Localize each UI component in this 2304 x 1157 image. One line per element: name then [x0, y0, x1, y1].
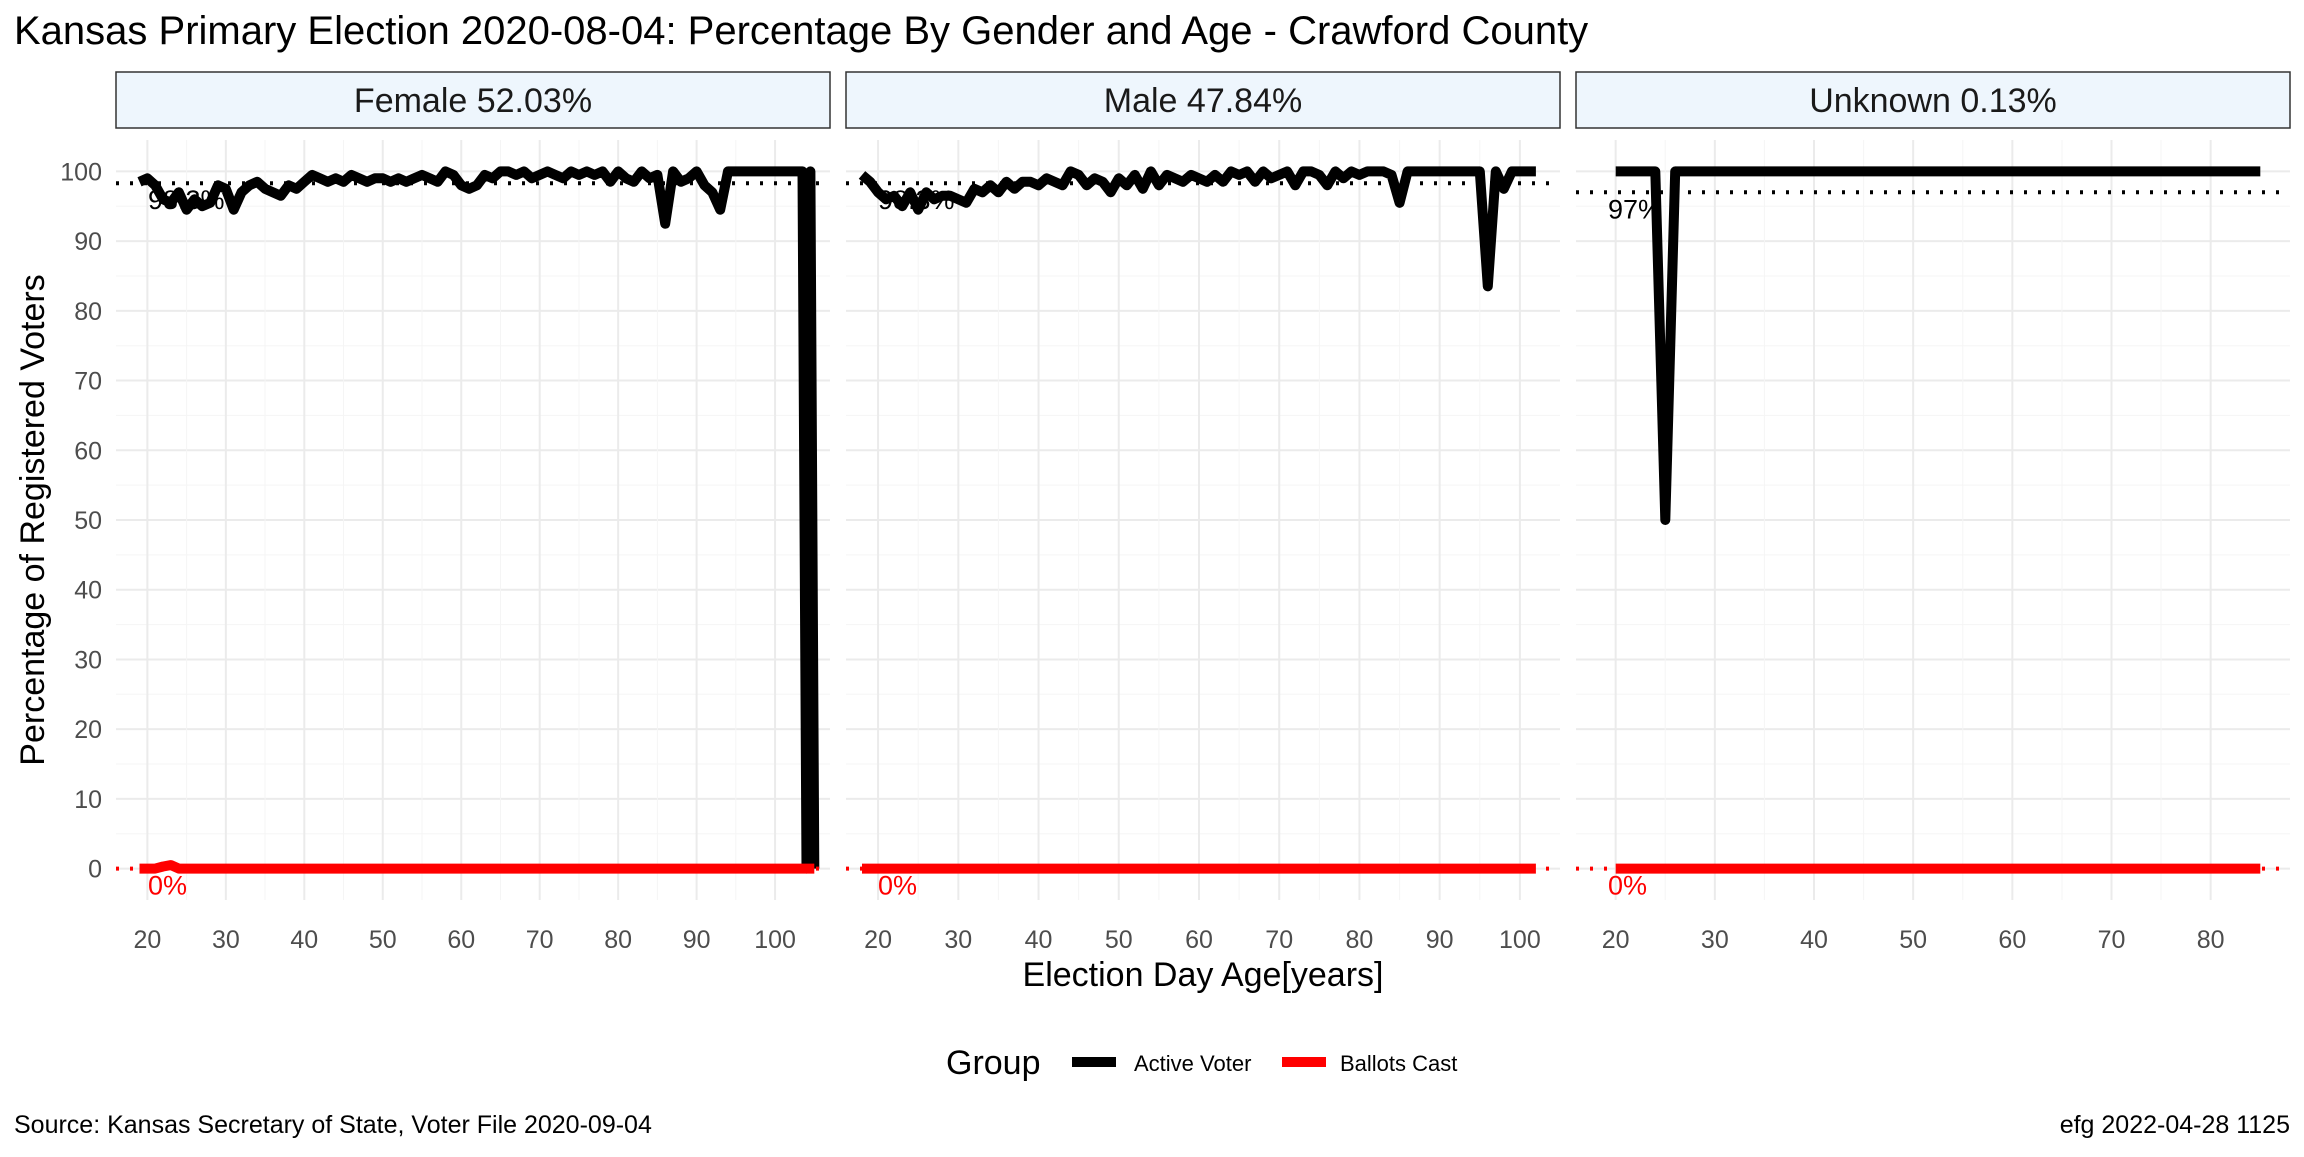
y-tick-label: 70	[74, 368, 102, 396]
caption-source: Source: Kansas Secretary of State, Voter…	[14, 1111, 652, 1139]
y-tick-label: 10	[74, 786, 102, 814]
x-tick-label: 70	[2098, 926, 2126, 954]
x-tick-label: 60	[1185, 926, 1213, 954]
y-axis-label: Percentage of Registered Voters	[14, 274, 52, 765]
strip-label: Female 52.03%	[354, 82, 592, 120]
strip-box	[845, 71, 1561, 129]
gridlines	[1576, 140, 2290, 900]
legend-label: Active Voter	[1134, 1051, 1251, 1076]
x-tick-label: 40	[1025, 926, 1053, 954]
gridlines	[116, 140, 830, 900]
chart-title: Kansas Primary Election 2020-08-04: Perc…	[14, 9, 1588, 53]
x-tick-label: 50	[369, 926, 397, 954]
x-tick-label: 50	[1899, 926, 1927, 954]
strip-label: Male 47.84%	[1104, 82, 1302, 120]
panel-2: Unknown 0.13% 20 30 40 50 60 70 80 97% 0%	[1575, 71, 2291, 954]
x-tick-label: 80	[604, 926, 632, 954]
x-tick-label: 30	[1701, 926, 1729, 954]
x-tick-label: 70	[1265, 926, 1293, 954]
x-tick-label: 80	[2197, 926, 2225, 954]
y-tick-label: 90	[74, 228, 102, 256]
active-voter-line	[1615, 166, 2261, 525]
x-axis-label: Election Day Age[years]	[1023, 956, 1384, 994]
strip-label: Unknown 0.13%	[1809, 82, 2057, 120]
active-voter-line	[858, 166, 1536, 292]
y-tick-label: 40	[74, 577, 102, 605]
ballots-reference-label: 0%	[1608, 871, 1647, 901]
x-tick-label: 100	[1499, 926, 1541, 954]
x-tick-label: 80	[1346, 926, 1374, 954]
ballots-cast-line	[139, 860, 815, 874]
x-tick-label: 90	[683, 926, 711, 954]
strip-box	[1575, 71, 2291, 129]
x-tick-label: 100	[754, 926, 796, 954]
x-tick-label: 30	[944, 926, 972, 954]
panel-0: Female 52.03% 20 30 40 50 60 70 80 90 100 0 10 20 30 4…	[60, 71, 831, 954]
x-tick-label: 60	[447, 926, 475, 954]
x-tick-label: 30	[212, 926, 240, 954]
y-tick-label: 20	[74, 716, 102, 744]
x-tick-label: 20	[1602, 926, 1630, 954]
panel-1: Male 47.84% 20 30 40 50 60 70 80 90 100 98.3% 0%	[845, 71, 1561, 954]
x-tick-label: 90	[1426, 926, 1454, 954]
active-reference-label: 98.3%	[148, 185, 225, 215]
x-tick-label: 40	[290, 926, 318, 954]
legend-entries: Active Voter Ballots Cast	[1072, 1051, 1457, 1076]
x-tick-label: 60	[1998, 926, 2026, 954]
active-voter-line	[137, 166, 820, 874]
legend-label: Ballots Cast	[1340, 1051, 1457, 1076]
x-tick-label: 70	[526, 926, 554, 954]
y-tick-label: 80	[74, 298, 102, 326]
active-reference-label: 98.3%	[878, 185, 955, 215]
active-reference-label: 97%	[1608, 194, 1662, 224]
strip-box	[115, 71, 831, 129]
y-tick-label: 0	[88, 856, 102, 884]
ballots-reference-label: 0%	[878, 871, 917, 901]
legend: Group Active Voter Ballots Cast	[946, 1044, 1457, 1082]
y-tick-label: 100	[60, 158, 102, 186]
x-tick-label: 20	[133, 926, 161, 954]
y-tick-label: 50	[74, 507, 102, 535]
ballots-reference-label: 0%	[148, 871, 187, 901]
y-tick-label: 30	[74, 646, 102, 674]
panels: Female 52.03% 20 30 40 50 60 70 80 90 100 0 10 20 30 4…	[60, 71, 2291, 954]
legend-title: Group	[946, 1044, 1041, 1082]
y-tick-label: 60	[74, 437, 102, 465]
gridlines	[846, 140, 1560, 900]
x-tick-label: 50	[1105, 926, 1133, 954]
caption-credit: efg 2022-04-28 1125	[2060, 1111, 2290, 1139]
x-tick-label: 20	[864, 926, 892, 954]
x-tick-label: 40	[1800, 926, 1828, 954]
